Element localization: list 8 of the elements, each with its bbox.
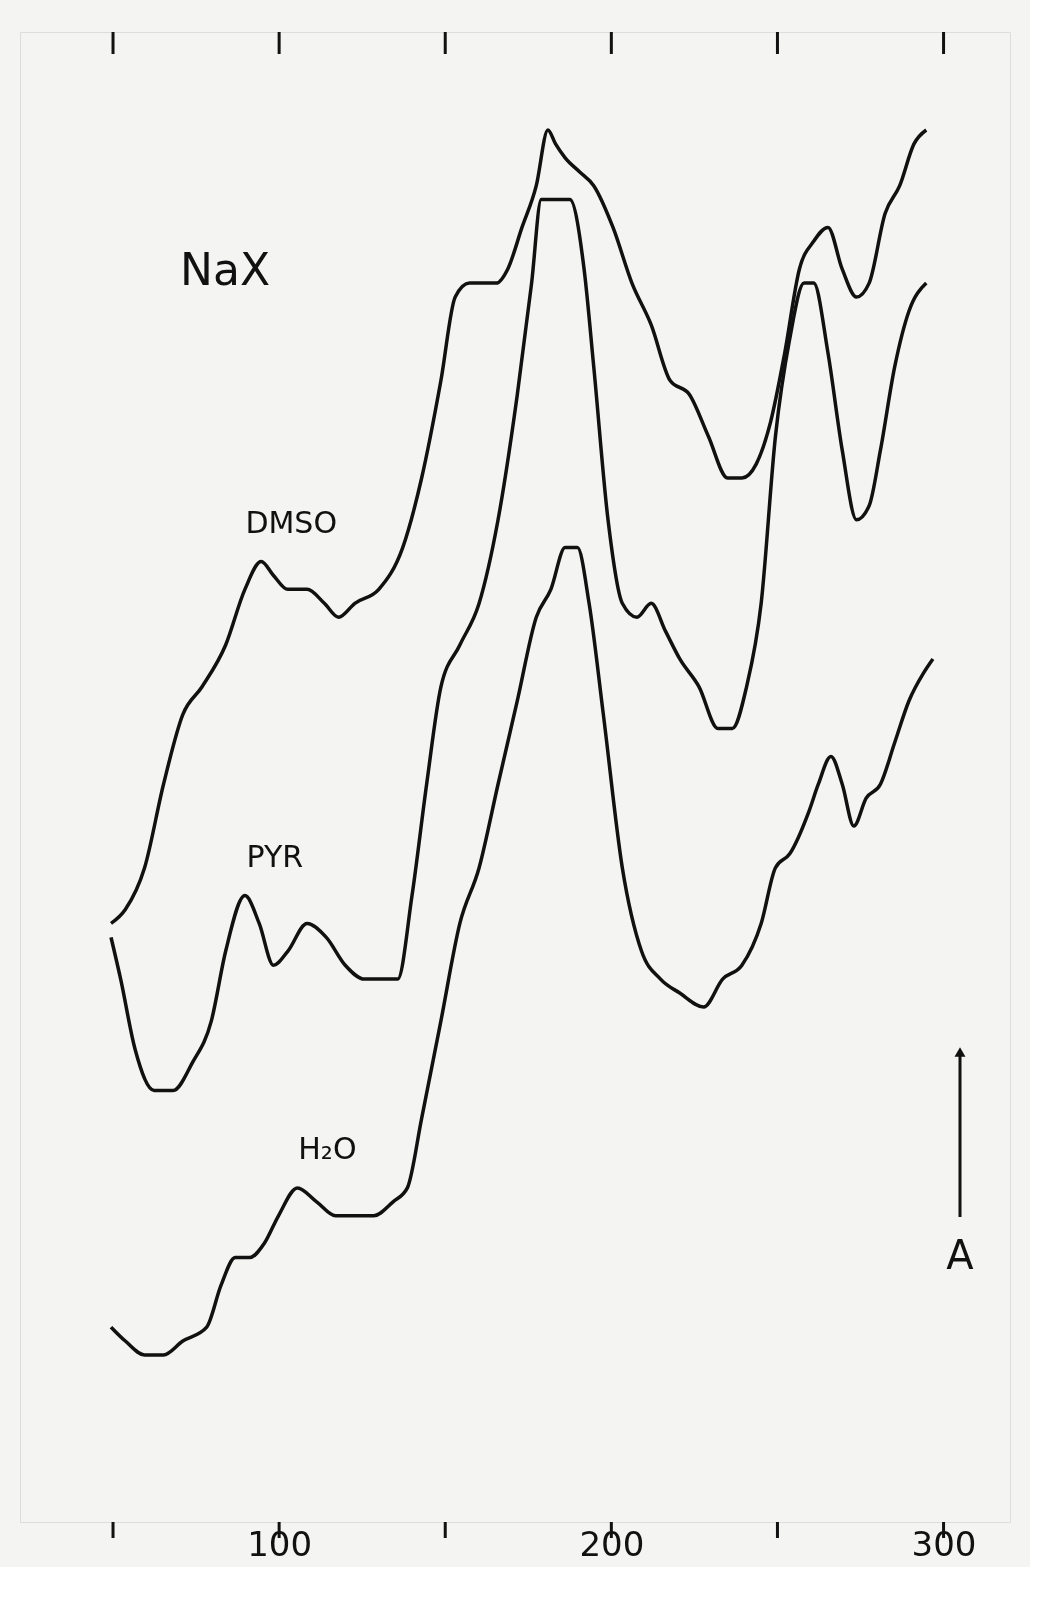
series-label: DMSO: [245, 504, 338, 540]
x-tick-label: 200: [579, 1523, 645, 1564]
x-tick-label: 300: [911, 1523, 977, 1564]
series-label: H₂O: [298, 1130, 357, 1166]
x-tick-label: 100: [247, 1523, 313, 1564]
y-axis-title: A: [946, 1232, 975, 1278]
text: NaX: [180, 244, 271, 295]
series-label: PYR: [246, 838, 304, 874]
